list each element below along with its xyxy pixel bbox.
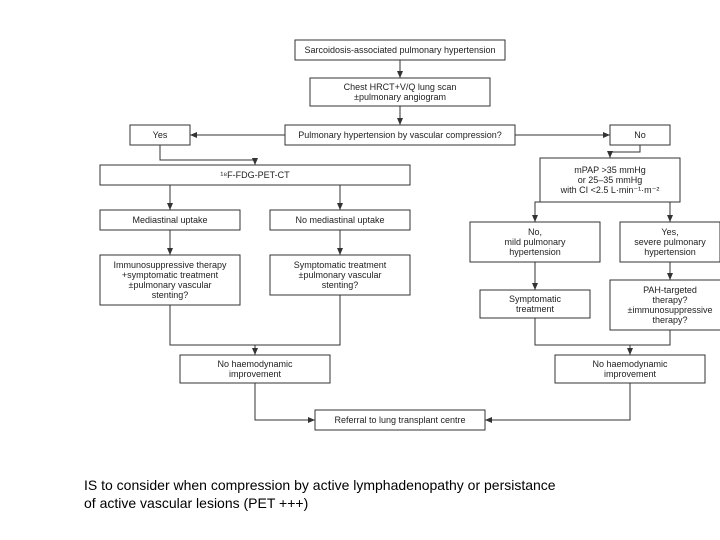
flow-edge <box>535 202 580 222</box>
node-label: therapy? <box>652 315 687 325</box>
node-label: Pulmonary hypertension by vascular compr… <box>298 130 502 140</box>
flowchart: Sarcoidosis-associated pulmonary hyperte… <box>0 0 720 540</box>
node-label: ±pulmonary vascular <box>129 280 212 290</box>
flow-edge <box>255 295 340 355</box>
node-label: ¹⁸F-FDG-PET-CT <box>220 170 290 180</box>
node-label: stenting? <box>322 280 359 290</box>
node-symp: Symptomatictreatment <box>480 290 590 318</box>
node-ist: Immunosuppressive therapy+symptomatic tr… <box>100 255 240 305</box>
node-label: ±immunosuppressive <box>628 305 713 315</box>
node-label: Immunosuppressive therapy <box>113 260 227 270</box>
node-yes: Yes <box>130 125 190 145</box>
node-label: PAH-targeted <box>643 285 697 295</box>
flow-edge <box>630 330 670 355</box>
node-no: No <box>610 125 670 145</box>
node-st: Symptomatic treatment±pulmonary vascular… <box>270 255 410 295</box>
node-label: hypertension <box>509 247 561 257</box>
node-n2: Chest HRCT+V/Q lung scan±pulmonary angio… <box>310 78 490 106</box>
node-label: Referral to lung transplant centre <box>334 415 465 425</box>
node-label: hypertension <box>644 247 696 257</box>
caption-line-1: IS to consider when compression by activ… <box>84 477 556 493</box>
node-nhi2: No haemodynamicimprovement <box>555 355 705 383</box>
node-label: or 25–35 mmHg <box>578 175 643 185</box>
node-pah: PAH-targetedtherapy?±immunosuppressiveth… <box>610 280 720 330</box>
flow-edge <box>485 383 630 420</box>
node-label: improvement <box>604 369 657 379</box>
node-label: Chest HRCT+V/Q lung scan <box>344 82 457 92</box>
node-nmu: No mediastinal uptake <box>270 210 410 230</box>
node-label: Mediastinal uptake <box>132 215 207 225</box>
node-label: mPAP >35 mmHg <box>574 165 645 175</box>
node-nhi1: No haemodynamicimprovement <box>180 355 330 383</box>
flow-edge <box>610 145 640 158</box>
node-pet: ¹⁸F-FDG-PET-CT <box>100 165 410 185</box>
node-label: stenting? <box>152 290 189 300</box>
node-ref: Referral to lung transplant centre <box>315 410 485 430</box>
node-label: therapy? <box>652 295 687 305</box>
node-label: severe pulmonary <box>634 237 706 247</box>
flow-edge <box>255 383 315 420</box>
node-label: Symptomatic <box>509 294 562 304</box>
node-label: +symptomatic treatment <box>122 270 219 280</box>
node-label: No haemodynamic <box>592 359 668 369</box>
caption-line-2: of active vascular lesions (PET +++) <box>84 495 308 511</box>
node-label: No, <box>528 227 542 237</box>
flow-edge <box>640 202 670 222</box>
flow-edge <box>170 305 255 355</box>
node-label: ±pulmonary angiogram <box>354 92 446 102</box>
node-label: Yes, <box>661 227 678 237</box>
node-label: No haemodynamic <box>217 359 293 369</box>
node-label: with CI <2.5 L·min⁻¹·m⁻² <box>560 185 660 195</box>
node-label: treatment <box>516 304 555 314</box>
node-mu: Mediastinal uptake <box>100 210 240 230</box>
node-label: No <box>634 130 646 140</box>
node-label: Sarcoidosis-associated pulmonary hyperte… <box>304 45 495 55</box>
node-label: improvement <box>229 369 282 379</box>
flow-edge <box>160 145 255 165</box>
node-n1: Sarcoidosis-associated pulmonary hyperte… <box>295 40 505 60</box>
node-label: Yes <box>153 130 168 140</box>
node-label: ±pulmonary vascular <box>299 270 382 280</box>
node-label: mild pulmonary <box>504 237 566 247</box>
node-n3: Pulmonary hypertension by vascular compr… <box>285 125 515 145</box>
node-yesSev: Yes,severe pulmonaryhypertension <box>620 222 720 262</box>
node-label: No mediastinal uptake <box>295 215 384 225</box>
node-noMild: No,mild pulmonaryhypertension <box>470 222 600 262</box>
node-mpap: mPAP >35 mmHgor 25–35 mmHgwith CI <2.5 L… <box>540 158 680 202</box>
node-label: Symptomatic treatment <box>294 260 387 270</box>
